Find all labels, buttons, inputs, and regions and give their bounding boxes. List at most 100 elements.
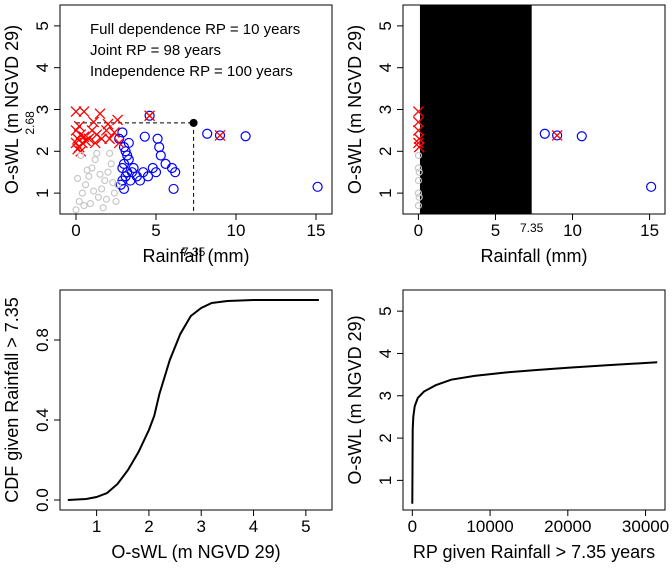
point-circle [539, 128, 550, 139]
x-tick-label: 15 [307, 221, 326, 240]
threshold-x-label: 7.35 [520, 221, 544, 235]
point-circle [646, 181, 657, 192]
y-tick-label: 5 [376, 21, 395, 30]
point-circle [80, 202, 88, 210]
y-tick-label: 3 [376, 105, 395, 114]
point-circle [101, 176, 109, 185]
point-x [214, 129, 226, 141]
annotation: Independence RP = 100 years [90, 63, 293, 80]
point-circle [312, 181, 323, 192]
x-tick-label: 1 [92, 517, 101, 536]
series-red-crosses [70, 106, 226, 157]
line-return-period-curve [411, 361, 658, 504]
line-cdf [67, 299, 319, 501]
series-red-crosses [412, 106, 563, 153]
point-x [412, 124, 424, 136]
point-x [83, 133, 95, 145]
point-circle [78, 189, 87, 197]
panel-p3: 1 2 3 4 5 0.0 0.4 0.8 O-sWL (m NGVD 29) CDF given… [2, 289, 333, 562]
y-tick-label: 3 [33, 105, 52, 114]
point-circle [576, 131, 587, 142]
y-tick-label: 2 [376, 147, 395, 156]
annotation: Full dependence RP = 10 years [90, 21, 300, 38]
point-circle [414, 202, 423, 210]
point-circle [110, 189, 119, 197]
point-circle [112, 197, 120, 206]
point-circle [109, 179, 117, 187]
annotation: Joint RP = 98 years [90, 42, 221, 59]
point-x [102, 118, 114, 130]
point-circle [102, 195, 111, 203]
y-tick-label: 3 [376, 391, 395, 400]
point-circle [414, 164, 423, 172]
point-x [413, 133, 425, 145]
point-x [96, 133, 108, 145]
point-circle [415, 193, 423, 201]
y-axis-title: O-sWL (m NGVD 29) [2, 25, 22, 194]
series-cdf [67, 299, 319, 501]
point-x [144, 110, 156, 122]
point-circle [415, 168, 423, 176]
plot-box [402, 289, 666, 511]
point-x [551, 129, 563, 141]
point-circle [83, 166, 91, 174]
point-circle [117, 127, 128, 138]
x-tick-label: 0 [414, 221, 423, 240]
y-axis-title: O-sWL (m NGVD 29) [345, 25, 365, 194]
point-x [108, 127, 120, 138]
y-axis-title: O-sWL (m NGVD 29) [345, 315, 365, 484]
point-circle [214, 130, 226, 141]
shaded-region [419, 5, 532, 214]
point-circle [99, 204, 107, 212]
point-circle [160, 158, 171, 169]
point-circle [77, 151, 85, 160]
point-x [112, 114, 124, 126]
series-gray-points [414, 151, 423, 210]
plot-box [59, 289, 333, 511]
point-circle [104, 168, 112, 176]
point-circle [118, 183, 130, 195]
y-tick-label: 1 [376, 188, 395, 197]
series-blue-circles [114, 110, 323, 195]
point-circle [89, 187, 98, 195]
point-x [88, 116, 100, 128]
y-tick-label: 0.0 [33, 488, 52, 512]
x-tick-label: 0 [408, 517, 417, 536]
point-circle [85, 172, 93, 180]
point-circle [91, 156, 99, 164]
point-circle [155, 150, 166, 161]
point-circle [240, 131, 251, 142]
x-tick-label: 2 [144, 517, 153, 536]
y-tick-label: 1 [376, 476, 395, 485]
x-tick-label: 30000 [622, 517, 669, 536]
point-x [94, 108, 106, 120]
point-x [78, 106, 90, 118]
panel-p1: 0 5 10 15 1 2 3 4 5 Rainfall (mm) O-sWL (m NGVD 29… [2, 4, 333, 266]
point-circle [96, 170, 104, 178]
x-tick-label: 10000 [466, 517, 513, 536]
point-circle [73, 174, 82, 183]
point-x [104, 133, 116, 145]
point-circle [142, 171, 154, 182]
point-circle [170, 167, 181, 178]
series-gray-points [72, 149, 122, 214]
point-circle [107, 160, 115, 168]
point-circle [168, 183, 179, 195]
point-circle [123, 137, 134, 149]
point-x [70, 106, 82, 118]
point-circle [414, 151, 423, 160]
threshold-point [189, 118, 198, 127]
y-tick-label: 5 [376, 306, 395, 315]
point-circle [139, 131, 150, 142]
point-circle [552, 130, 563, 141]
point-x [113, 137, 125, 149]
x-axis-title: RP given Rainfall > 7.35 years [413, 542, 655, 562]
point-circle [105, 149, 114, 157]
point-circle [150, 167, 162, 178]
y-tick-label: 2 [376, 433, 395, 442]
x-tick-label: 10 [563, 221, 582, 240]
y-tick-label: 4 [376, 349, 395, 358]
point-circle [86, 199, 95, 208]
x-axis-title: Rainfall (mm) [142, 246, 249, 266]
